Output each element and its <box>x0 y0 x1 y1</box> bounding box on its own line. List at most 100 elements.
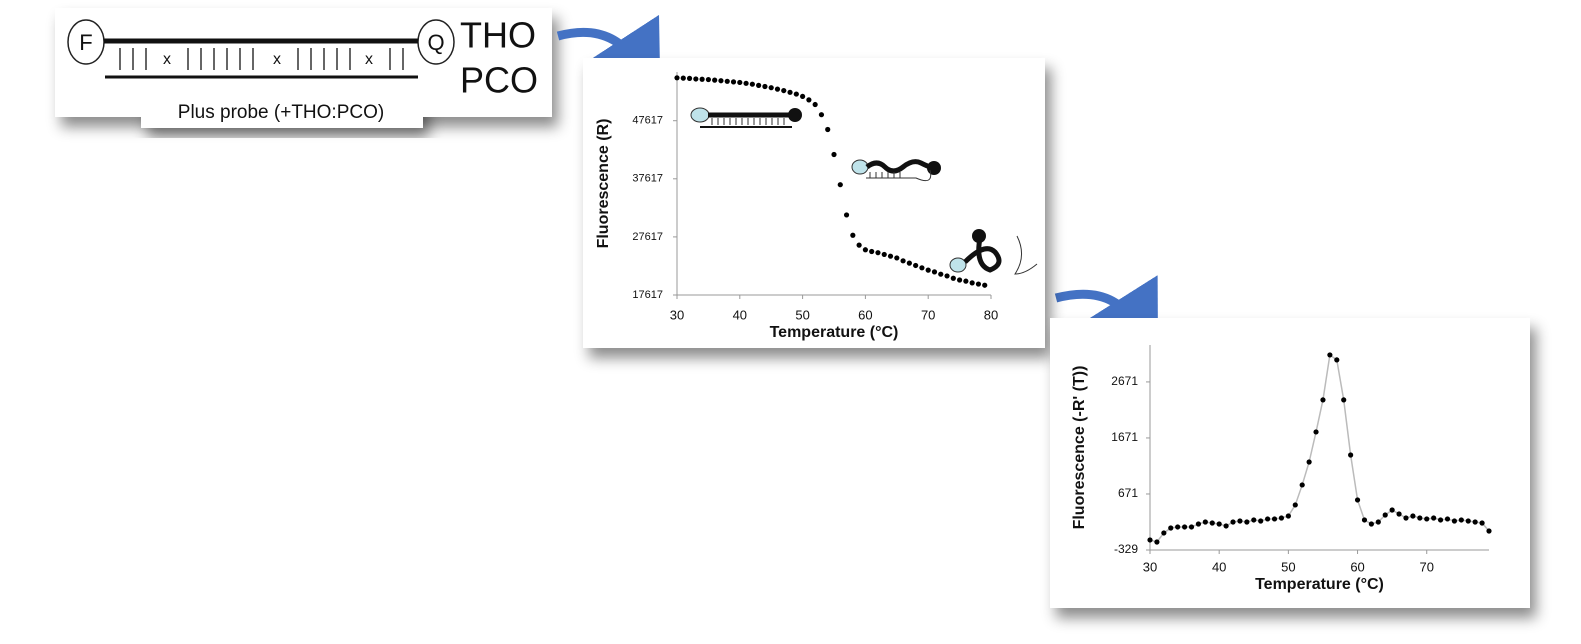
data-point <box>781 87 787 94</box>
data-point <box>1382 512 1388 518</box>
data-point <box>1486 528 1492 534</box>
data-point <box>718 78 724 84</box>
icon-melted <box>949 229 1038 275</box>
mismatch: x <box>365 51 373 68</box>
data-point <box>1161 530 1167 536</box>
data-point <box>793 91 799 97</box>
x-tick-label: 70 <box>921 307 935 322</box>
y-tick-label: 671 <box>1118 486 1138 500</box>
data-point <box>1479 520 1485 526</box>
data-point <box>894 255 900 261</box>
data-point <box>906 260 912 266</box>
data-point <box>1341 397 1347 403</box>
data-point <box>1306 459 1312 465</box>
data-point <box>944 273 950 279</box>
data-point <box>1327 352 1333 358</box>
mismatch: x <box>163 51 171 68</box>
data-point <box>963 278 969 284</box>
data-point <box>1451 518 1458 524</box>
data-point <box>1410 513 1416 519</box>
y-tick-label: 1671 <box>1111 430 1138 444</box>
data-point <box>1444 516 1451 522</box>
y-tick-label: 37617 <box>632 173 663 185</box>
data-point <box>1175 524 1181 530</box>
data-point <box>1320 397 1326 403</box>
y-tick-label: 2671 <box>1111 374 1138 388</box>
data-point <box>1258 518 1264 524</box>
data-point <box>1285 513 1291 519</box>
data-point <box>837 182 843 188</box>
data-point <box>1334 357 1340 363</box>
y-axis-title: Fluorescence (-R' (T)) <box>1071 366 1088 530</box>
data-point <box>1389 507 1395 513</box>
data-point <box>862 247 869 253</box>
data-point <box>1223 523 1229 529</box>
data-point <box>762 83 768 90</box>
x-tick-label: 50 <box>795 307 809 322</box>
data-point <box>831 151 837 158</box>
data-point <box>1168 525 1174 531</box>
data-point <box>1154 539 1160 545</box>
data-point <box>1368 521 1374 527</box>
data-point <box>1230 519 1236 525</box>
data-point <box>693 76 699 82</box>
data-point <box>881 251 887 258</box>
data-point <box>931 269 938 275</box>
y-axis-title: Fluorescence (R) <box>595 119 612 249</box>
data-point <box>875 250 881 256</box>
x-axis-title: Temperature (°C) <box>770 324 899 341</box>
data-point <box>1396 511 1402 517</box>
data-point <box>925 267 931 273</box>
data-point <box>1251 517 1257 523</box>
data-point <box>1209 520 1215 526</box>
data-point <box>1216 521 1222 527</box>
data-point <box>1403 515 1409 521</box>
strand-label: THO <box>460 15 536 56</box>
x-tick-label: 80 <box>984 307 998 322</box>
data-point <box>1465 518 1471 524</box>
data-point <box>705 76 712 83</box>
x-tick-label: 50 <box>1281 559 1295 574</box>
x-tick-label: 40 <box>733 307 747 322</box>
data-point <box>1278 515 1285 521</box>
data-point <box>774 86 781 92</box>
data-point <box>749 81 755 87</box>
data-point <box>1354 497 1361 503</box>
f-label: F <box>79 30 92 55</box>
data-point <box>856 242 862 248</box>
data-point <box>1292 502 1298 508</box>
data-point <box>957 277 963 283</box>
data-point <box>1424 516 1430 522</box>
data-point <box>1195 521 1202 527</box>
y-tick-label: 27617 <box>632 231 663 243</box>
data-point <box>712 77 718 83</box>
data-point <box>1244 519 1250 525</box>
data-point <box>1348 452 1354 458</box>
data-point <box>1472 519 1478 525</box>
caption-box-face <box>141 96 423 128</box>
data-point <box>950 275 956 281</box>
data-point <box>982 282 988 288</box>
data-point <box>812 101 818 108</box>
x-tick-label: 30 <box>1143 559 1157 574</box>
y-tick-label: -329 <box>1114 542 1138 556</box>
arrow <box>556 14 661 100</box>
q-label: Q <box>427 30 444 55</box>
data-point <box>1237 518 1243 524</box>
y-tick-label: 17617 <box>632 289 663 301</box>
data-point <box>1271 516 1278 522</box>
mismatch: x <box>273 51 281 68</box>
data-point <box>938 271 944 277</box>
y-tick-label: 47617 <box>632 115 663 127</box>
caption: Plus probe (+THO:PCO) <box>178 102 384 123</box>
arrow <box>1054 275 1159 361</box>
data-point <box>1147 537 1153 543</box>
data-point <box>825 126 831 133</box>
data-point <box>1299 482 1305 488</box>
icon-duplex <box>690 107 802 128</box>
data-point <box>1458 517 1464 523</box>
x-tick-label: 60 <box>1350 559 1364 574</box>
data-point <box>1202 519 1208 525</box>
